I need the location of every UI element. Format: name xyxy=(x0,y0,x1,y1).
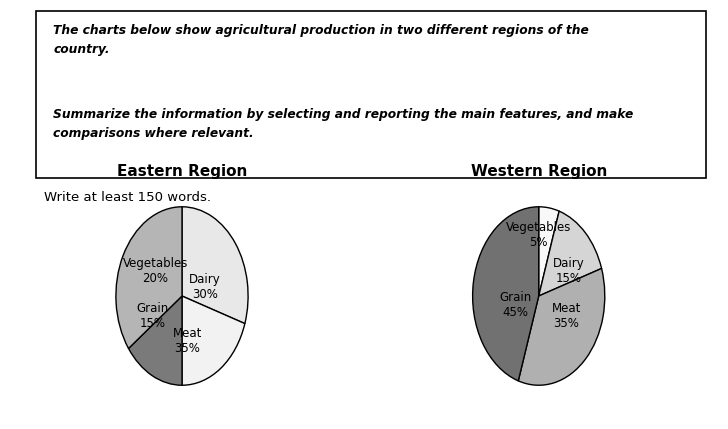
Text: Grain
45%: Grain 45% xyxy=(499,291,531,319)
Wedge shape xyxy=(182,207,248,323)
Text: Write at least 150 words.: Write at least 150 words. xyxy=(44,191,210,204)
Text: Dairy
30%: Dairy 30% xyxy=(189,273,221,301)
Wedge shape xyxy=(539,207,559,296)
Wedge shape xyxy=(518,269,605,385)
Text: Vegetables
20%: Vegetables 20% xyxy=(123,257,189,285)
Text: Grain
15%: Grain 15% xyxy=(136,302,168,329)
Wedge shape xyxy=(129,296,182,385)
Wedge shape xyxy=(182,296,245,385)
Wedge shape xyxy=(539,211,601,296)
Wedge shape xyxy=(472,207,539,381)
Text: The charts below show agricultural production in two different regions of the
co: The charts below show agricultural produ… xyxy=(53,24,589,56)
Title: Eastern Region: Eastern Region xyxy=(116,164,248,179)
Wedge shape xyxy=(116,207,182,348)
Text: Dairy
15%: Dairy 15% xyxy=(553,257,585,285)
Text: Vegetables
5%: Vegetables 5% xyxy=(506,221,571,249)
Title: Western Region: Western Region xyxy=(470,164,607,179)
Text: Meat
35%: Meat 35% xyxy=(552,302,581,329)
Text: Meat
35%: Meat 35% xyxy=(173,326,202,355)
FancyBboxPatch shape xyxy=(36,11,706,178)
Text: Summarize the information by selecting and reporting the main features, and make: Summarize the information by selecting a… xyxy=(53,108,633,140)
